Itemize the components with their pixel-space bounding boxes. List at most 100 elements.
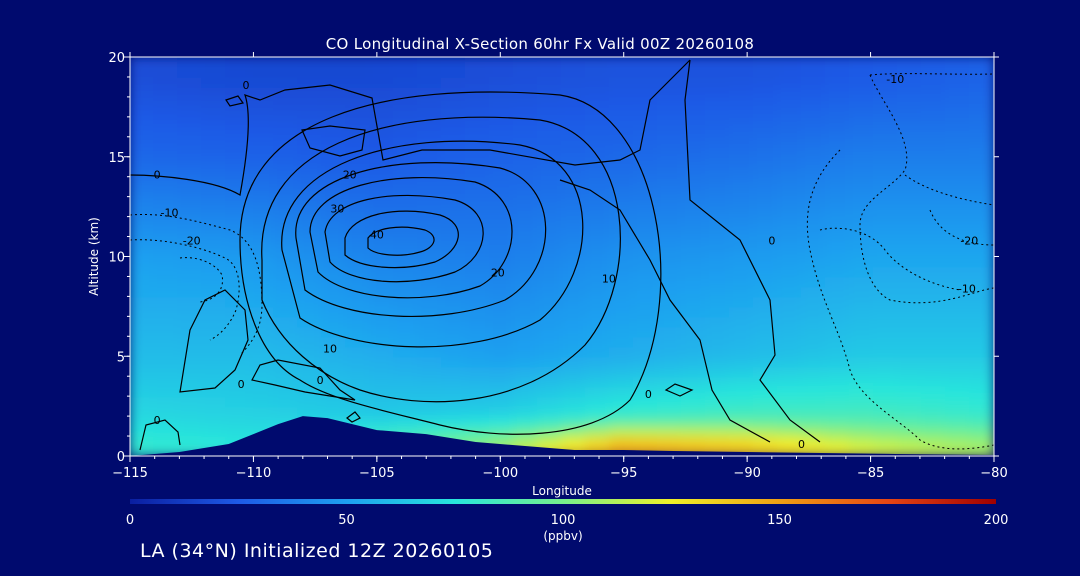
heat-cell (393, 135, 419, 148)
heat-cell (897, 415, 923, 428)
heat-cell (921, 415, 947, 428)
heat-cell (225, 315, 251, 328)
heat-cell (681, 445, 707, 456)
heat-cell (561, 95, 587, 108)
heat-cell (225, 125, 251, 138)
heat-cell (849, 365, 875, 378)
heat-cell (177, 185, 203, 198)
heat-cell (897, 445, 923, 456)
heat-cell (777, 245, 803, 258)
heat-cell (513, 145, 539, 158)
heat-cell (825, 125, 851, 138)
heat-cell (393, 65, 419, 78)
heat-cell (585, 315, 611, 328)
heat-cell (201, 75, 227, 88)
heat-cell (177, 135, 203, 148)
heat-cell (801, 145, 827, 158)
heat-cell (585, 185, 611, 198)
heat-cell (513, 135, 539, 148)
heat-cell (873, 355, 899, 368)
heat-cell (801, 65, 827, 78)
heat-cell (825, 335, 851, 348)
heat-cell (585, 75, 611, 88)
heat-cell (849, 275, 875, 288)
heat-cell (609, 225, 635, 238)
heat-cell (273, 375, 299, 388)
heat-cell (681, 395, 707, 408)
heat-cell (177, 315, 203, 328)
heat-cell (201, 155, 227, 168)
heat-cell (465, 365, 491, 378)
heat-cell (417, 225, 443, 238)
heat-cell (393, 95, 419, 108)
heat-cell (489, 105, 515, 118)
heat-cell (153, 175, 179, 188)
heat-cell (921, 345, 947, 358)
heat-cell (489, 405, 515, 418)
heat-cell (873, 345, 899, 358)
heat-cell (393, 235, 419, 248)
heat-cell (130, 105, 155, 118)
heat-cell (801, 205, 827, 218)
heat-cell (297, 95, 323, 108)
heat-cell (945, 65, 971, 78)
heat-cell (585, 145, 611, 158)
heat-cell (705, 175, 731, 188)
heat-cell (585, 155, 611, 168)
heat-cell (201, 95, 227, 108)
heat-cell (417, 375, 443, 388)
heat-cell (657, 225, 683, 238)
heat-cell (489, 125, 515, 138)
heat-cell (945, 235, 971, 248)
heat-cell (297, 145, 323, 158)
heat-cell (849, 135, 875, 148)
heat-cell (921, 265, 947, 278)
heat-cell (609, 325, 635, 338)
heat-cell (897, 405, 923, 418)
heat-cell (130, 385, 155, 398)
heat-cell (609, 275, 635, 288)
heat-cell (873, 265, 899, 278)
heat-cell (681, 375, 707, 388)
heat-cell (321, 295, 347, 308)
heat-cell (897, 395, 923, 408)
heat-cell (537, 205, 563, 218)
co-concentration-field (130, 57, 994, 456)
contour-0-low-c (179, 289, 249, 393)
heat-cell (153, 105, 179, 118)
heat-cell (969, 285, 994, 298)
heat-cell (945, 355, 971, 368)
heat-cell (345, 365, 371, 378)
heat-cell (681, 95, 707, 108)
heat-cell (201, 57, 227, 68)
heat-cell (513, 435, 539, 448)
heat-cell (201, 325, 227, 338)
heat-cell (489, 275, 515, 288)
heat-cell (585, 57, 611, 68)
heat-cell (969, 105, 994, 118)
heat-cell (705, 445, 731, 456)
heat-cell (585, 285, 611, 298)
contour-5 (239, 91, 662, 435)
heat-cell (729, 395, 755, 408)
heat-cell (849, 205, 875, 218)
heat-cell (321, 315, 347, 328)
heat-cell (969, 215, 994, 228)
heat-cell (321, 225, 347, 238)
heat-cell (777, 125, 803, 138)
heat-cell (657, 165, 683, 178)
heat-cell (585, 65, 611, 78)
heat-cell (393, 225, 419, 238)
heat-cell (777, 195, 803, 208)
heat-cell (921, 135, 947, 148)
heat-cell (153, 75, 179, 88)
heat-cell (729, 165, 755, 178)
heat-cell (801, 445, 827, 456)
heat-cell (249, 345, 275, 358)
heat-cell (345, 145, 371, 158)
heat-cell (465, 385, 491, 398)
heat-cell (537, 65, 563, 78)
heat-cell (849, 235, 875, 248)
heat-cell (729, 335, 755, 348)
heat-cell (777, 135, 803, 148)
